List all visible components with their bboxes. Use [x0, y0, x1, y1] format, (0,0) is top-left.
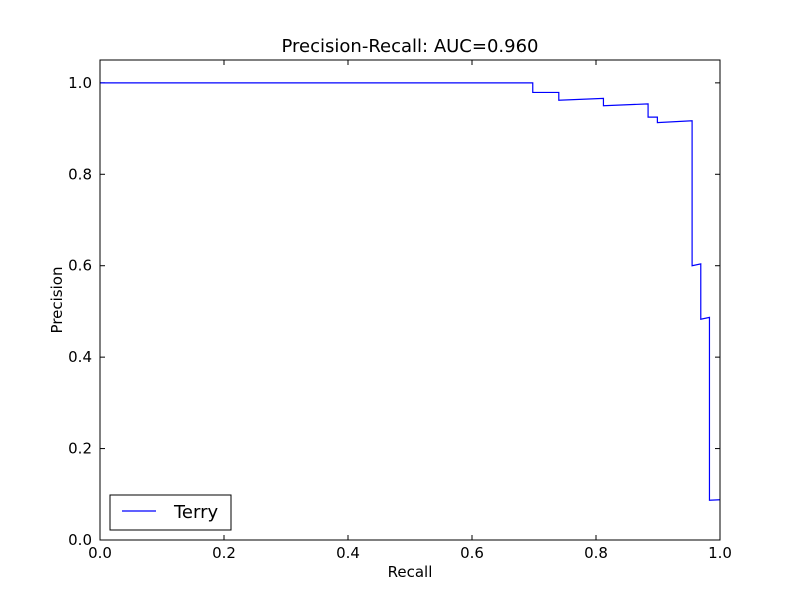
y-tick-label: 1.0 [68, 74, 92, 92]
y-tick-label: 0.0 [68, 531, 92, 549]
x-tick-label: 0.6 [460, 544, 484, 562]
y-tick-label: 0.4 [68, 348, 92, 366]
series-lines [100, 82, 721, 501]
x-tick-label: 0.4 [336, 544, 360, 562]
x-tick-label: 0.0 [88, 544, 112, 562]
y-axis-ticks: 0.0 0.2 0.4 0.6 0.8 1.0 [68, 74, 720, 549]
y-tick-label: 0.8 [68, 165, 92, 183]
x-tick-label: 1.0 [708, 544, 732, 562]
x-axis-label: Recall [388, 563, 433, 581]
y-axis-label: Precision [48, 267, 66, 334]
series-line-terry [100, 82, 721, 501]
y-tick-label: 0.2 [68, 440, 92, 458]
y-tick-label: 0.6 [68, 257, 92, 275]
chart-title: Precision-Recall: AUC=0.960 [282, 36, 539, 57]
x-tick-label: 0.8 [584, 544, 608, 562]
legend: Terry [109, 494, 232, 531]
x-tick-label: 0.2 [212, 544, 236, 562]
plot-area [100, 60, 720, 540]
plot-frame [99, 59, 721, 541]
legend-box [109, 494, 232, 531]
legend-label-terry: Terry [173, 502, 218, 523]
